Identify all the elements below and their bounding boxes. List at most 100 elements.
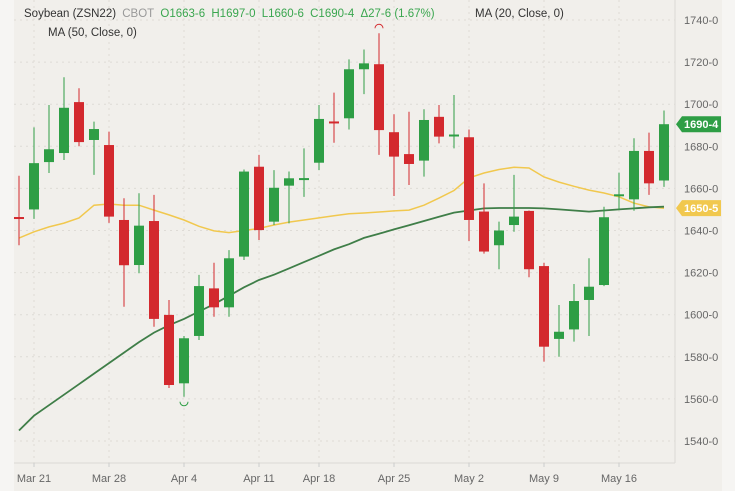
candle[interactable] <box>239 169 249 260</box>
candle[interactable] <box>284 171 294 224</box>
change-value: Δ27-6 (1.67%) <box>360 8 435 20</box>
candle[interactable] <box>644 132 654 195</box>
candle-body <box>644 150 654 184</box>
candle[interactable] <box>14 175 24 246</box>
candle[interactable] <box>599 206 609 287</box>
x-tick-label: Apr 4 <box>171 473 197 485</box>
candle-body <box>479 211 489 252</box>
ma50-legend[interactable]: MA (50, Close, 0) <box>48 27 137 39</box>
candle[interactable] <box>659 110 669 187</box>
candle[interactable] <box>74 88 84 147</box>
y-tick-label: 1740-0 <box>684 15 718 27</box>
x-tick-label: May 16 <box>601 473 637 485</box>
candle[interactable] <box>209 262 219 317</box>
candle[interactable] <box>134 193 144 274</box>
candles <box>14 33 669 397</box>
candle-body <box>254 166 264 231</box>
y-tick-label: 1640-0 <box>684 226 718 238</box>
candle-body <box>419 119 429 161</box>
candle-body <box>284 178 294 186</box>
candle[interactable] <box>629 138 639 211</box>
candle[interactable] <box>149 194 159 327</box>
y-tick-label: 1660-0 <box>684 183 718 195</box>
y-tick-label: 1720-0 <box>684 57 718 69</box>
axis-background <box>675 0 722 491</box>
candle[interactable] <box>119 198 129 307</box>
candle-body <box>59 107 69 154</box>
candle[interactable] <box>569 283 579 342</box>
candle[interactable] <box>254 154 264 240</box>
candle[interactable] <box>359 49 369 95</box>
candle[interactable] <box>164 299 174 388</box>
candle-body <box>659 124 669 181</box>
candle[interactable] <box>59 77 69 160</box>
candle-body <box>44 149 54 163</box>
candle[interactable] <box>344 59 354 130</box>
high-low-markers <box>179 23 384 407</box>
candle[interactable] <box>224 250 234 317</box>
candle[interactable] <box>374 33 384 155</box>
candle-body <box>149 221 159 319</box>
ma20-price-tag <box>676 200 721 217</box>
candle-body <box>209 288 219 308</box>
candle[interactable] <box>89 121 99 175</box>
candle[interactable] <box>29 127 39 219</box>
candle[interactable] <box>389 114 399 196</box>
y-tick-label: 1560-0 <box>684 394 718 406</box>
candle[interactable] <box>464 129 474 242</box>
candle-body <box>509 216 519 226</box>
y-tick-label: 1680-0 <box>684 141 718 153</box>
price-tag-label: 1690-4 <box>684 119 719 131</box>
candle-body <box>314 118 324 163</box>
candle[interactable] <box>44 105 54 174</box>
x-axis: Mar 21 Mar 28 Apr 4 Apr 11 Apr 18 Apr 25 May 2… <box>17 463 637 485</box>
candle[interactable] <box>104 131 114 223</box>
candle[interactable] <box>494 221 504 270</box>
moving-averages <box>18 166 665 432</box>
high-marker <box>374 23 384 29</box>
candle[interactable] <box>614 172 624 211</box>
candle-body <box>554 331 564 339</box>
candle[interactable] <box>404 111 414 186</box>
candle[interactable] <box>584 258 594 336</box>
candle-body <box>179 338 189 384</box>
high-value: H1697-0 <box>211 8 256 20</box>
candle[interactable] <box>434 105 444 144</box>
candle-body <box>329 121 339 124</box>
low-marker <box>179 401 189 407</box>
candle[interactable] <box>539 262 549 362</box>
candle[interactable] <box>449 94 459 149</box>
y-axis: 1740-0 1720-0 1700-0 1680-0 1660-0 1640-0 1620… <box>684 15 718 448</box>
candle-body <box>239 171 249 257</box>
candle[interactable] <box>419 109 429 177</box>
candle[interactable] <box>179 335 189 397</box>
candle[interactable] <box>314 105 324 171</box>
candle[interactable] <box>509 174 519 232</box>
x-tick-label: Apr 11 <box>243 473 275 485</box>
candle-body <box>104 145 114 217</box>
candle-body <box>29 163 39 210</box>
close-value: C1690-4 <box>310 8 355 20</box>
candle[interactable] <box>329 92 339 143</box>
symbol-name: Soybean (ZSN22) <box>24 8 117 20</box>
candle-body <box>629 150 639 200</box>
candle-body <box>449 134 459 137</box>
candle-body <box>224 258 234 308</box>
x-tick-label: Apr 25 <box>378 473 410 485</box>
candle[interactable] <box>194 274 204 340</box>
legend-line-1: Soybean (ZSN22) CBOT O1663-6 H1697-0 L16… <box>24 8 438 20</box>
candle-body <box>164 314 174 386</box>
y-tick-label: 1620-0 <box>684 268 718 280</box>
exchange-name: CBOT <box>122 8 155 20</box>
candle-body <box>374 64 384 131</box>
candle[interactable] <box>479 183 489 254</box>
candle[interactable] <box>269 170 279 226</box>
candle-body <box>359 63 369 70</box>
candle-body <box>14 217 24 220</box>
candle[interactable] <box>554 305 564 357</box>
candle-body <box>389 132 399 157</box>
candle[interactable] <box>524 210 534 278</box>
candle[interactable] <box>299 148 309 197</box>
ma20-legend[interactable]: MA (20, Close, 0) <box>475 8 564 20</box>
